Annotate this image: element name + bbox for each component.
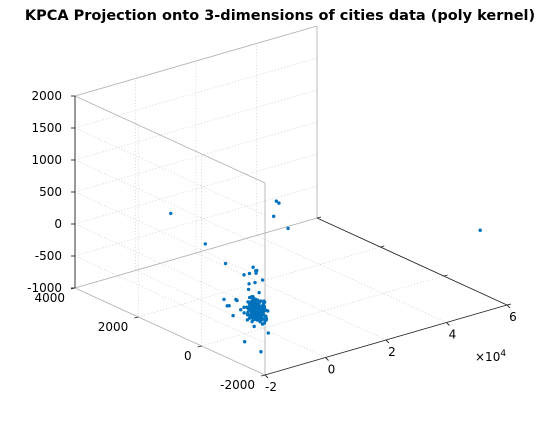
data-point: [255, 312, 259, 317]
data-point: [169, 211, 173, 216]
x-tick: [264, 374, 269, 379]
grid-line: [74, 153, 318, 225]
grid-line: [74, 191, 266, 280]
data-point: [260, 322, 265, 326]
grid-line: [256, 235, 447, 323]
data-point: [242, 311, 246, 315]
z-tick-label: 2000: [31, 89, 62, 103]
data-point: [254, 297, 258, 302]
grid-line: [74, 223, 266, 312]
data-point: [222, 297, 226, 302]
data-point: [225, 304, 229, 308]
y-tick-label: 0: [184, 349, 192, 363]
y-tick: [316, 216, 322, 219]
data-point: [247, 282, 251, 286]
data-point: [255, 309, 259, 314]
y-tick: [443, 274, 448, 277]
data-point: [249, 299, 254, 304]
data-point: [252, 309, 257, 314]
box-edge: [74, 287, 266, 376]
x-tick-label: -2: [265, 380, 277, 394]
y-axis-line: [316, 217, 508, 306]
grid-line: [195, 252, 387, 341]
data-point: [239, 308, 243, 312]
data-point: [234, 297, 238, 302]
z-tick-label: 1000: [31, 153, 62, 167]
data-point: [253, 280, 257, 285]
data-point: [257, 301, 261, 305]
data-point: [247, 271, 252, 276]
x-tick: [506, 304, 511, 309]
x-tick-label: 2: [388, 345, 396, 359]
grid-line: [201, 275, 444, 347]
z-tick-label: 500: [39, 185, 62, 199]
grid-line: [74, 89, 318, 161]
data-point: [259, 312, 263, 316]
data-point: [478, 228, 482, 232]
data-point: [250, 319, 254, 324]
y-tick: [380, 245, 385, 248]
data-point: [245, 305, 249, 309]
data-point: [251, 265, 255, 269]
x-tick: [446, 322, 450, 326]
data-point: [231, 313, 235, 318]
x-exponent-label: ×104: [475, 349, 506, 364]
data-point: [249, 312, 253, 317]
z-tick-label: -500: [35, 249, 62, 263]
data-point: [262, 309, 266, 313]
data-point: [286, 226, 290, 231]
data-point: [277, 201, 281, 205]
x-tick: [325, 357, 329, 361]
data-point: [274, 199, 279, 203]
data-point: [271, 214, 276, 219]
data-point: [255, 268, 259, 273]
y-tick-label: 2000: [98, 320, 129, 334]
data-point: [242, 305, 246, 310]
y-tick-label: -2000: [220, 378, 255, 392]
data-point: [264, 316, 268, 320]
data-point: [250, 305, 254, 309]
data-point: [245, 318, 250, 322]
grid-line: [135, 270, 326, 358]
grid-line: [138, 246, 381, 318]
data-point: [223, 261, 228, 266]
data-point: [242, 340, 247, 344]
data-point: [242, 273, 246, 277]
z-tick-label: 0: [54, 217, 62, 231]
y-tick: [197, 345, 202, 348]
data-point: [252, 324, 256, 329]
x-tick-label: 4: [449, 328, 457, 342]
y-tick: [506, 303, 512, 306]
data-point: [259, 350, 263, 354]
data-point: [253, 305, 257, 309]
box-edge: [74, 217, 318, 289]
chart-title: KPCA Projection onto 3-dimensions of cit…: [24, 8, 536, 24]
z-tick-label: 1500: [31, 121, 62, 135]
grid-line: [74, 121, 318, 193]
y-tick: [260, 374, 266, 377]
y-tick: [134, 316, 139, 319]
data-point: [257, 290, 261, 295]
grid-line: [74, 159, 266, 248]
data-point: [266, 331, 270, 335]
z-tick-label: -1000: [27, 281, 62, 295]
grid-line: [74, 57, 318, 129]
box-edge: [74, 95, 266, 184]
data-point: [260, 278, 265, 282]
data-point: [246, 287, 251, 292]
grid-line: [74, 127, 266, 216]
data-point: [262, 300, 267, 304]
grid-line: [74, 185, 318, 257]
x-tick: [385, 339, 390, 344]
x-tick-label: 6: [509, 310, 517, 324]
x-tick-label: 0: [328, 363, 336, 377]
y-tick-label: 4000: [34, 291, 65, 305]
data-point: [250, 296, 254, 300]
data-point: [259, 316, 263, 321]
data-point: [254, 315, 258, 319]
box-edge: [74, 25, 318, 97]
data-point: [203, 242, 208, 246]
